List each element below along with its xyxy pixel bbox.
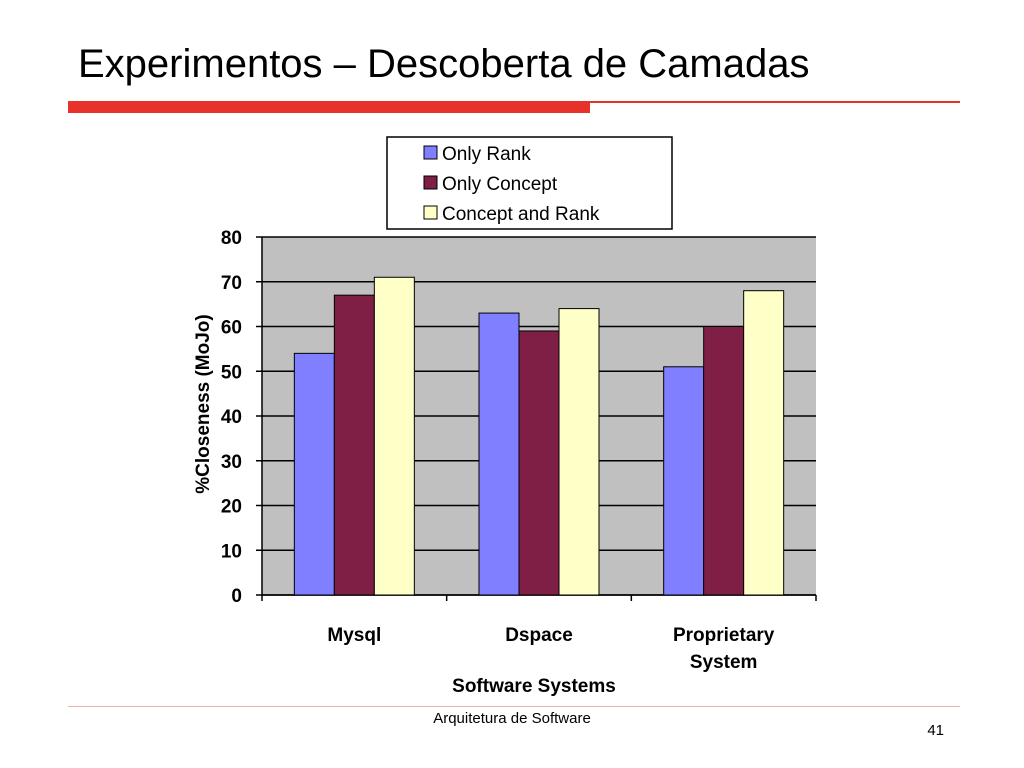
y-tick-label: 70: [221, 273, 242, 294]
legend-label: Only Concept: [442, 174, 558, 195]
bar: [558, 308, 600, 596]
bar: [518, 330, 560, 596]
legend-label: Only Rank: [442, 144, 531, 165]
title-underline-thin: [590, 101, 960, 103]
bar: [703, 326, 745, 596]
bar: [333, 294, 375, 596]
legend-swatch: [423, 205, 438, 220]
x-axis-label: Software Systems: [452, 676, 616, 697]
y-tick-label: 0: [231, 586, 242, 607]
bar: [743, 290, 785, 596]
y-tick-label: 80: [221, 228, 242, 249]
bar-chart: Only Rank Only Concept Concept and Rank 0 1…: [193, 136, 817, 697]
legend-swatch: [423, 145, 438, 160]
chart-legend: Only Rank Only Concept Concept and Rank: [386, 136, 673, 230]
y-tick-label: 50: [221, 362, 242, 383]
slide-title: Experimentos – Descoberta de Camadas: [78, 42, 810, 86]
x-tick-label: Mysql: [327, 625, 381, 646]
y-tick-label: 60: [221, 318, 242, 339]
page-number: 41: [927, 722, 944, 739]
y-tick-label: 30: [221, 452, 242, 473]
x-tick-label: Proprietary System: [673, 625, 775, 673]
legend-swatch: [423, 175, 438, 190]
title-underline-thick: [68, 101, 590, 113]
y-tick-label: 20: [221, 497, 242, 518]
y-axis-label: %Closeness (MoJo): [193, 314, 214, 493]
bar: [373, 276, 415, 596]
plot-area: 0 10 20 30 40 50 60 70 80 Mysql Dspace Proprietary S…: [221, 228, 817, 673]
bar: [663, 366, 705, 596]
legend-label: Concept and Rank: [442, 204, 600, 225]
y-tick-label: 40: [221, 407, 242, 428]
x-tick-label: Dspace: [505, 625, 573, 646]
footer-text: Arquitetura de Software: [433, 710, 591, 727]
footer-divider: [68, 706, 960, 707]
bar: [293, 352, 335, 596]
y-tick-label: 10: [221, 541, 242, 562]
bar: [478, 312, 520, 596]
